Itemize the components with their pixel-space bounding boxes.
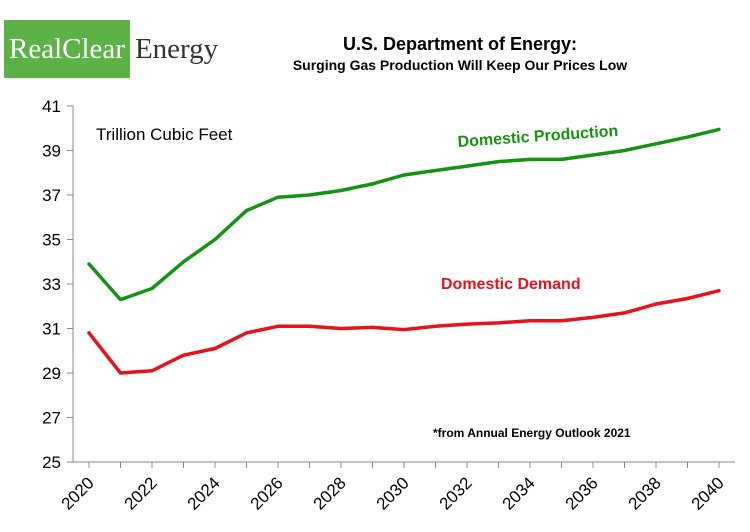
line-domestic-production	[87, 127, 721, 302]
series-lines	[87, 127, 721, 375]
y-tick-label: 29	[42, 364, 61, 383]
y-tick-labels: 25 27 29 31 33 35 37 39 41	[42, 97, 61, 472]
x-tick-label: 2032	[436, 473, 476, 513]
x-tick-label: 2034	[499, 473, 539, 513]
y-tick-label: 33	[42, 275, 61, 294]
logo-realclear: RealClear	[4, 20, 130, 78]
series-label-domestic-demand: Domestic Demand	[441, 276, 581, 293]
series-label-domestic-production: Domestic Production	[457, 123, 619, 151]
y-tick-label: 41	[42, 97, 61, 116]
x-tick-label: 2026	[247, 473, 287, 513]
realclear-energy-logo: RealClear Energy	[4, 20, 218, 78]
y-tick-label: 37	[42, 186, 61, 205]
x-tick-label: 2038	[625, 473, 665, 513]
x-tick-label: 2022	[121, 473, 161, 513]
source-annotation: *from Annual Energy Outlook 2021	[433, 426, 631, 440]
chart-title-block: U.S. Department of Energy: Surging Gas P…	[250, 34, 670, 73]
logo-energy: Energy	[134, 33, 219, 65]
x-tick-label: 2036	[562, 473, 602, 513]
line-domestic-demand	[87, 288, 721, 375]
y-tick-label: 25	[42, 453, 61, 472]
y-unit-label: Trillion Cubic Feet	[96, 125, 233, 144]
x-tick-label: 2030	[373, 473, 413, 513]
y-tick-label: 27	[42, 409, 61, 428]
chart-title: U.S. Department of Energy:	[342, 34, 578, 54]
y-tick-label: 31	[42, 320, 61, 339]
chart-subtitle: Surging Gas Production Will Keep Our Pri…	[292, 57, 628, 73]
x-tick-label: 2040	[688, 473, 728, 513]
y-tick-label: 35	[42, 231, 61, 250]
x-tick-label: 2024	[184, 473, 224, 513]
x-tick-label: 2020	[58, 473, 98, 513]
axes	[67, 105, 735, 468]
x-tick-label: 2028	[310, 473, 350, 513]
x-tick-labels: 2020 2022 2024 2026 2028 2030 2032 2034 2036 2038…	[58, 473, 728, 513]
y-tick-label: 39	[42, 142, 61, 161]
